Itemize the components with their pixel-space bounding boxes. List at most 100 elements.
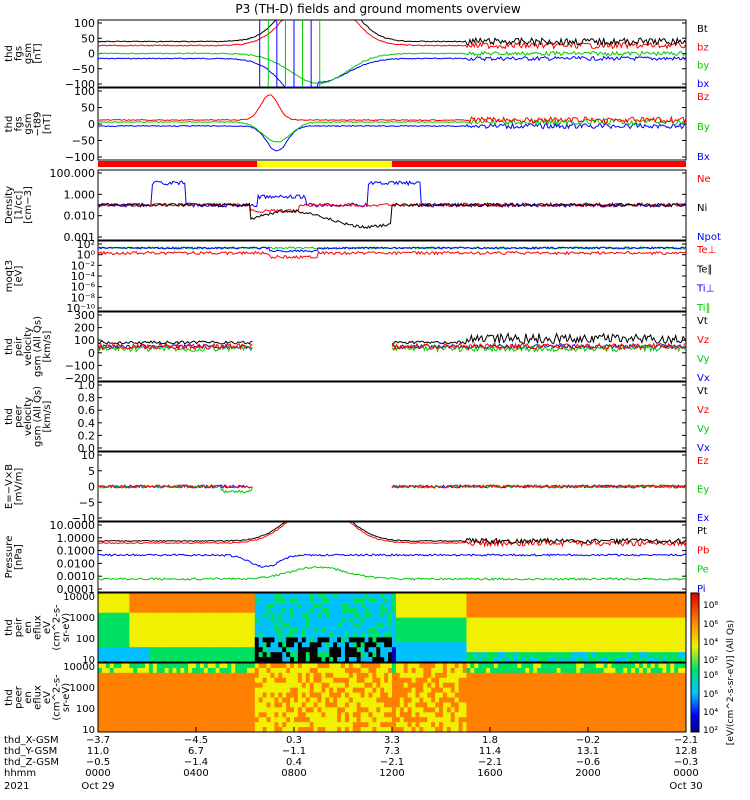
heatmap-cell [243, 617, 248, 623]
heatmap-cell [196, 722, 201, 728]
heatmap-cell [290, 692, 295, 698]
heatmap-cell [427, 663, 432, 669]
heatmap-cell [615, 602, 620, 609]
heatmap-cell [266, 632, 271, 638]
heatmap-cell [168, 637, 173, 643]
heatmap-cell [176, 697, 181, 703]
y-tick-label: 10⁻⁸ [71, 291, 96, 304]
heatmap-cell [470, 702, 475, 708]
heatmap-cell [635, 602, 640, 609]
heatmap-cell [513, 663, 518, 669]
heatmap-cell [446, 637, 452, 643]
heatmap-cell [282, 667, 287, 674]
heatmap-cell [513, 667, 518, 674]
y-axis-label: peer [14, 404, 25, 428]
heatmap-cell [411, 692, 416, 698]
heatmap-cell [584, 632, 589, 638]
heatmap-cell [646, 672, 652, 679]
heatmap-cell [497, 702, 503, 708]
heatmap-cell [568, 667, 573, 674]
heatmap-cell [372, 627, 377, 633]
heatmap-cell [219, 672, 224, 679]
heatmap-cell [203, 672, 209, 679]
heatmap-cell [376, 602, 381, 609]
heatmap-cell [227, 727, 232, 733]
heatmap-cell [654, 593, 659, 599]
heatmap-cell [223, 667, 228, 674]
heatmap-cell [470, 642, 475, 648]
heatmap-cell [631, 597, 636, 604]
panel-mode_bar [98, 161, 686, 167]
legend-entry: Vy [697, 424, 710, 435]
heatmap-cell [642, 722, 648, 728]
heatmap-cell [423, 637, 428, 643]
heatmap-cell [274, 672, 279, 679]
heatmap-cell [333, 672, 338, 679]
heatmap-cell [196, 622, 201, 628]
heatmap-cell [682, 593, 687, 599]
heatmap-cell [156, 607, 162, 614]
heatmap-cell [427, 642, 432, 648]
heatmap-cell [235, 727, 240, 733]
heatmap-cell [670, 722, 675, 728]
heatmap-cell [517, 657, 522, 663]
heatmap-cell [152, 637, 158, 643]
heatmap-cell [521, 707, 526, 713]
heatmap-cell [164, 627, 169, 633]
heatmap-cell [540, 667, 546, 674]
heatmap-cell [152, 687, 158, 693]
heatmap-cell [274, 597, 279, 604]
heatmap-cell [435, 617, 440, 623]
heatmap-cell [399, 612, 405, 618]
heatmap-cell [450, 697, 456, 703]
y-tick-label: 50 [81, 102, 95, 115]
heatmap-cell [431, 642, 436, 648]
heatmap-cell [399, 702, 405, 708]
heatmap-cell [646, 593, 652, 599]
heatmap-cell [521, 617, 526, 623]
heatmap-cell [258, 593, 263, 599]
heatmap-cell [611, 642, 616, 648]
heatmap-cell [611, 663, 616, 669]
heatmap-cell [137, 707, 142, 713]
heatmap-cell [533, 652, 538, 658]
heatmap-cell [439, 612, 444, 618]
heatmap-cell [137, 602, 142, 609]
heatmap-cell [188, 632, 193, 638]
heatmap-cell [493, 627, 499, 633]
heatmap-cell [290, 727, 295, 733]
heatmap-cell [125, 652, 130, 658]
heatmap-cell [227, 593, 232, 599]
heatmap-cell [227, 707, 232, 713]
heatmap-cell [654, 612, 659, 618]
heatmap-cell [207, 627, 212, 633]
heatmap-cell [415, 637, 420, 643]
heatmap-cell [313, 667, 318, 674]
heatmap-cell [631, 667, 636, 674]
heatmap-cell [148, 707, 154, 713]
heatmap-cell [501, 663, 506, 669]
heatmap-cell [599, 663, 604, 669]
heatmap-cell [203, 647, 209, 653]
heatmap-cell [211, 712, 216, 718]
heatmap-cell [623, 652, 628, 658]
heatmap-cell [623, 647, 628, 653]
heatmap-cell [388, 642, 393, 648]
heatmap-cell [207, 657, 212, 663]
heatmap-cell [599, 627, 604, 633]
heatmap-cell [399, 697, 405, 703]
heatmap-cell [203, 597, 209, 604]
heatmap-cell [521, 687, 526, 693]
heatmap-cell [125, 597, 130, 604]
heatmap-cell [246, 712, 252, 718]
heatmap-cell [501, 717, 506, 723]
heatmap-cell [207, 692, 212, 698]
heatmap-cell [172, 717, 177, 723]
heatmap-cell [403, 727, 408, 733]
heatmap-cell [250, 652, 256, 658]
heatmap-cell [250, 682, 256, 688]
heatmap-cell [650, 593, 655, 599]
heatmap-cell [192, 642, 197, 648]
heatmap-cell [223, 593, 228, 599]
heatmap-cell [529, 687, 534, 693]
